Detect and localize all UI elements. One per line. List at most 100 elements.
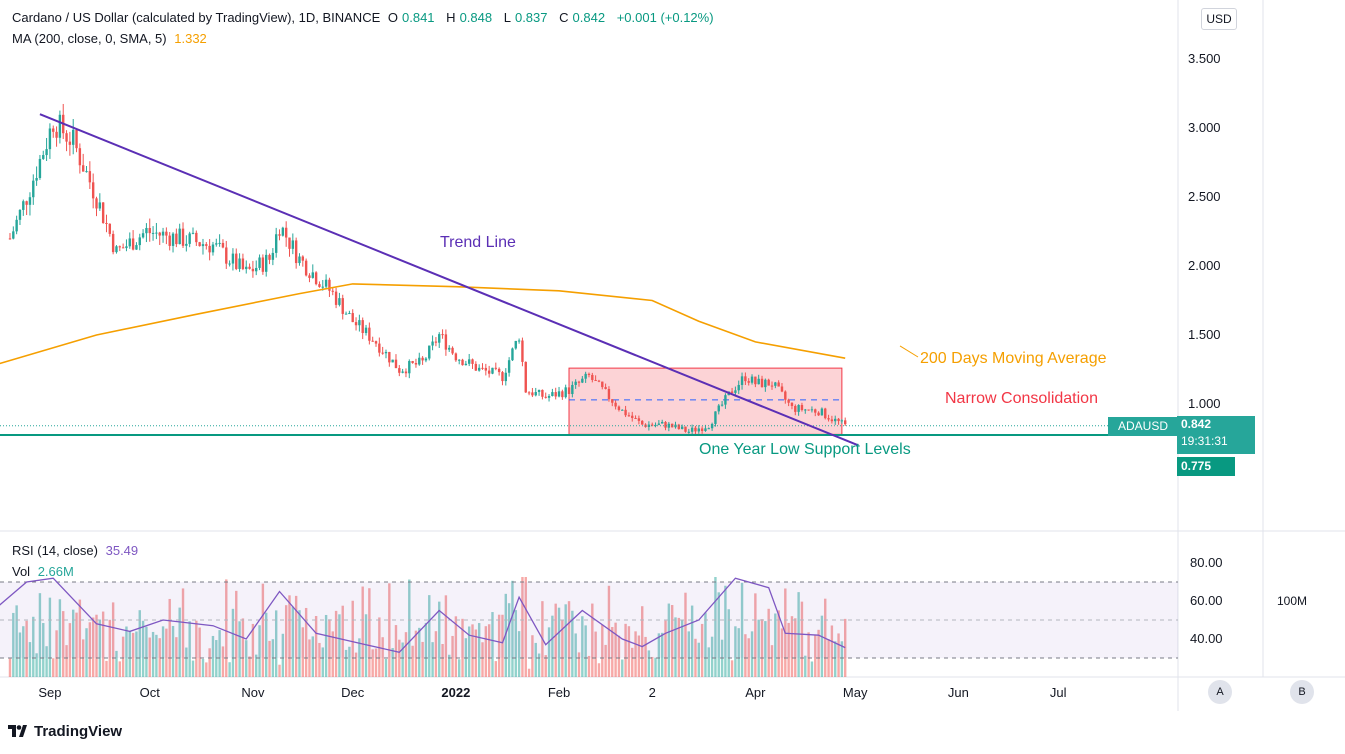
price-chart[interactable]: Trend Line 200 Days Moving Average Narrow … [0,0,1345,711]
volume-bar [710,636,714,677]
candle-body [121,247,125,249]
volume-bar [58,599,62,677]
candle-body [577,381,581,383]
volume-bar [28,642,32,677]
volume-bar [354,652,358,677]
candle-body [820,408,824,416]
candle-body [321,286,324,288]
volume-bar [238,621,241,677]
candle-body [358,320,361,326]
candle-body [730,391,734,393]
volume-bar [225,579,228,677]
candle-body [98,202,102,209]
auto-scale-button[interactable]: A [1208,680,1232,704]
candle-body [487,370,491,374]
volume-bar [45,646,48,677]
candle-body [581,378,584,383]
volume-bar [88,622,92,677]
volume-bar [12,612,15,677]
volume-bar [198,627,201,677]
candle-body [238,258,241,269]
volume-bar [810,661,814,677]
candle-body [334,291,338,305]
volume-bar [458,659,461,677]
volume-bar [128,630,131,677]
candle-body [271,252,275,260]
candle-body [261,257,265,272]
candle-body [205,244,208,246]
volume-bar [65,645,68,677]
candle-body [677,424,681,429]
candle-body [215,243,218,245]
candle-body [25,201,28,205]
candle-body [235,253,238,269]
volume-bar [168,598,171,677]
ma-legend: MA (200, close, 0, SMA, 5) 1.332 [12,31,211,46]
candle-body [364,327,368,334]
volume-bar [32,616,35,677]
price-tick-label: 1.500 [1188,327,1221,342]
candle-body [188,233,191,244]
countdown: 19:31:31 [1181,434,1228,448]
candle-body [374,341,378,344]
annotations: Trend Line 200 Days Moving Average Narrow … [0,113,1178,458]
volume-bar [554,603,557,677]
candle-body [754,376,757,385]
volume-bar [451,635,454,677]
volume-bar [814,635,817,677]
candle-body [494,367,498,369]
candle-body [135,245,138,250]
volume-bar [844,618,847,677]
candle-body [514,340,517,349]
volume-bar [404,632,408,677]
volume-bar [334,610,338,677]
candle-body [245,266,248,270]
candle-body [208,245,211,253]
volume-bar [511,580,514,677]
volume-bar [55,630,58,677]
volume-bar [171,625,175,677]
ma-200-line [0,283,846,365]
candle-body [471,359,474,364]
volume-bar [647,650,651,677]
volume-bar [544,655,547,677]
volume-bar [507,603,511,677]
volume-bar [557,607,561,677]
volume-bar [38,593,42,677]
volume-bar [42,623,45,677]
candle-body [175,233,178,245]
candle-body [311,272,314,278]
volume-bar [414,630,418,677]
log-scale-button[interactable]: B [1290,680,1314,704]
candle-body [48,128,52,150]
candle-body [394,359,398,369]
volume-bar [747,638,750,677]
volume-bar [291,606,295,677]
volume-bar [181,588,185,677]
time-tick-label: Dec [341,685,365,700]
currency-button[interactable]: USD [1201,8,1237,30]
volume-bar [298,610,301,677]
volume-bar [564,604,567,677]
volume-bar [677,617,681,677]
volume-bar [764,621,767,677]
candle-body [564,387,567,398]
volume-bar [690,605,694,677]
candle-body [88,171,92,183]
candle-body [507,360,511,373]
volume-bar [161,626,165,677]
vol-axis-label: 100M [1277,594,1308,608]
candle-body [201,244,205,247]
candle-body [557,391,561,397]
candle-body [584,373,587,379]
candle-body [497,368,501,373]
candle-body [168,235,171,246]
volume-bar [151,631,155,677]
tradingview-logo[interactable]: TradingView [8,723,122,740]
candle-body [148,227,151,234]
candle-body [378,343,381,353]
volume-bar [211,635,215,677]
volume-bar [265,612,268,677]
ohlc-open: O 0.841 [387,10,435,25]
volume-bar [241,618,245,677]
